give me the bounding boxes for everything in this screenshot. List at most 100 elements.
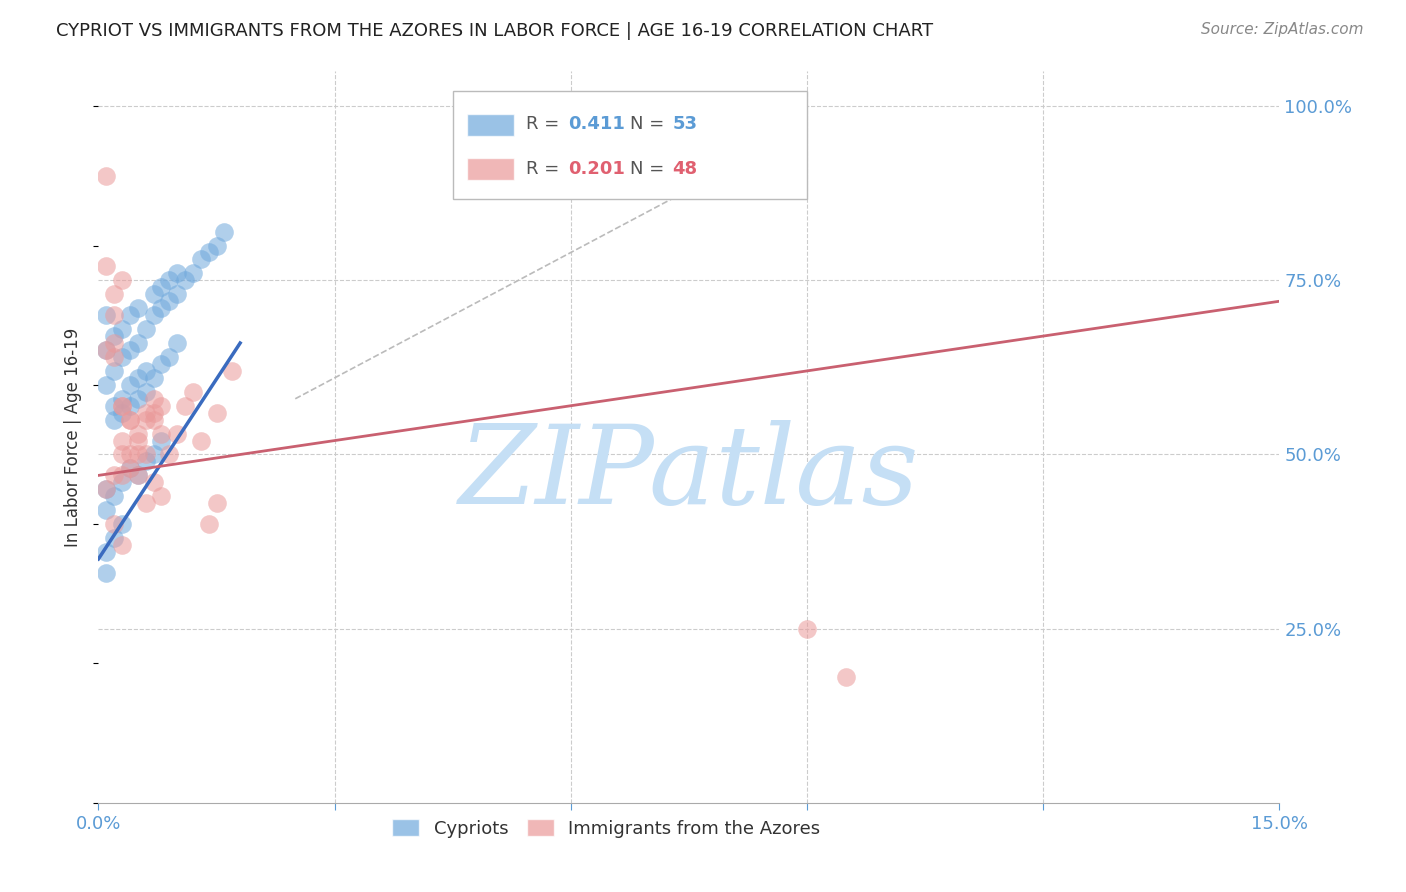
Point (103, 308, 125, 322)
Point (96, 503, 118, 517)
Point (118, 448, 141, 462)
Point (190, 252, 212, 267)
Text: 0.411: 0.411 (568, 115, 626, 133)
Text: 48: 48 (672, 160, 697, 178)
Point (127, 371, 149, 385)
Point (111, 434, 134, 448)
Point (118, 343, 141, 357)
Text: N =: N = (630, 160, 669, 178)
Point (103, 531, 125, 545)
Point (135, 364, 157, 378)
Point (150, 301, 173, 316)
Point (127, 301, 149, 316)
Text: Source: ZipAtlas.com: Source: ZipAtlas.com (1201, 22, 1364, 37)
Point (103, 468, 125, 483)
FancyBboxPatch shape (453, 91, 807, 200)
Point (111, 517, 134, 532)
Point (96, 260, 118, 274)
Point (111, 350, 134, 364)
Y-axis label: In Labor Force | Age 16-19: In Labor Force | Age 16-19 (65, 327, 83, 547)
Text: ZIPatlas: ZIPatlas (458, 420, 920, 527)
Point (174, 399, 197, 413)
Point (796, 622, 818, 636)
Point (135, 412, 157, 426)
Point (118, 308, 141, 322)
Text: N =: N = (630, 115, 669, 133)
Point (135, 496, 157, 510)
Point (96, 308, 118, 322)
Point (103, 287, 125, 301)
Point (150, 434, 173, 448)
Point (181, 266, 204, 280)
Point (111, 406, 134, 420)
Point (150, 426, 173, 441)
FancyBboxPatch shape (467, 158, 515, 179)
Point (135, 322, 157, 336)
Point (150, 280, 173, 294)
Point (157, 294, 180, 309)
Point (142, 475, 165, 490)
Point (96, 483, 118, 497)
Point (135, 448, 157, 462)
Point (103, 399, 125, 413)
Point (150, 399, 173, 413)
Point (103, 489, 125, 503)
Point (150, 357, 173, 371)
Point (142, 412, 165, 426)
Point (135, 384, 157, 399)
Point (103, 336, 125, 351)
Point (150, 489, 173, 503)
Point (157, 350, 180, 364)
Point (118, 461, 141, 475)
Point (221, 364, 243, 378)
Point (118, 412, 141, 426)
Point (96, 343, 118, 357)
Point (103, 412, 125, 426)
Point (118, 461, 141, 475)
Point (166, 336, 188, 351)
Point (96, 169, 118, 183)
Point (127, 426, 149, 441)
Point (103, 329, 125, 343)
Point (135, 406, 157, 420)
Point (166, 426, 188, 441)
Point (96, 566, 118, 580)
Point (135, 454, 157, 468)
Point (166, 266, 188, 280)
Point (835, 670, 858, 684)
Point (103, 350, 125, 364)
Point (111, 448, 134, 462)
Point (142, 406, 165, 420)
Point (157, 273, 180, 287)
Point (96, 545, 118, 559)
Point (118, 399, 141, 413)
Point (96, 377, 118, 392)
Point (662, 120, 685, 134)
Text: R =: R = (526, 115, 565, 133)
Point (103, 517, 125, 532)
Point (103, 364, 125, 378)
Point (127, 336, 149, 351)
Point (127, 434, 149, 448)
Legend: Cypriots, Immigrants from the Azores: Cypriots, Immigrants from the Azores (385, 813, 827, 845)
Point (111, 475, 134, 490)
Point (111, 468, 134, 483)
Point (111, 538, 134, 552)
Point (111, 399, 134, 413)
Point (181, 384, 204, 399)
Point (127, 448, 149, 462)
Point (142, 371, 165, 385)
Point (96, 343, 118, 357)
Point (157, 448, 180, 462)
Text: R =: R = (526, 160, 565, 178)
Point (118, 377, 141, 392)
Point (111, 322, 134, 336)
Point (111, 273, 134, 287)
Point (174, 273, 197, 287)
Point (127, 392, 149, 406)
Point (142, 392, 165, 406)
Point (111, 392, 134, 406)
FancyBboxPatch shape (467, 114, 515, 136)
Point (127, 468, 149, 483)
Point (205, 496, 228, 510)
